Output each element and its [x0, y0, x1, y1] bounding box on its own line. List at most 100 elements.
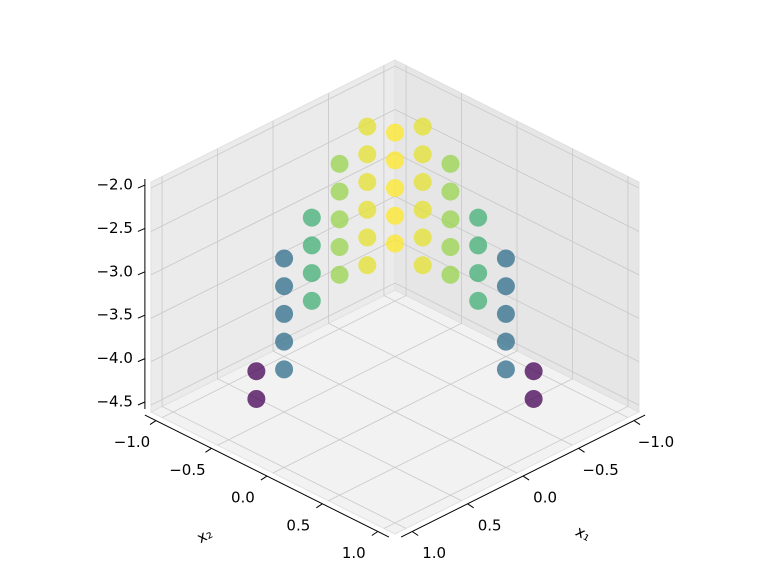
point [358, 145, 377, 164]
point [302, 236, 321, 255]
point [330, 210, 349, 229]
axis-line [400, 414, 646, 538]
grid-line [150, 152, 396, 276]
grid-line [394, 282, 640, 406]
tick-mark [137, 314, 146, 319]
point [358, 117, 377, 136]
point [413, 256, 432, 275]
point [524, 389, 543, 408]
point [413, 173, 432, 192]
point [413, 145, 432, 164]
y-tick-label: −1.0 [114, 433, 150, 451]
point [469, 264, 488, 283]
point [386, 206, 404, 225]
grid-line [150, 65, 396, 189]
point [441, 182, 460, 201]
y-tick-label: 0.0 [231, 489, 255, 507]
tick-mark [137, 227, 146, 232]
grid-line [150, 109, 396, 232]
z-tick-label: −4.0 [96, 349, 132, 367]
point [275, 304, 294, 323]
tick-mark [137, 358, 146, 363]
tick-mark [137, 401, 146, 406]
grid-line [394, 109, 640, 232]
y-tick-label: 1.0 [342, 544, 366, 562]
grid-line [150, 282, 396, 406]
grid-line [394, 239, 640, 363]
point [496, 304, 515, 323]
x-tick-label: −1.0 [638, 433, 674, 451]
point [386, 151, 404, 170]
tick-mark [522, 475, 530, 481]
grid-line [217, 322, 462, 446]
x-tick-label: 0.0 [533, 489, 557, 507]
point [386, 179, 404, 198]
point [358, 256, 377, 275]
point [275, 332, 294, 351]
point [496, 332, 515, 351]
tick-mark [137, 184, 146, 189]
point [302, 264, 321, 283]
point [413, 117, 432, 136]
point [247, 362, 266, 381]
y-tick-label: 0.5 [286, 516, 310, 534]
x-axis-label: x₁ [573, 522, 595, 545]
point [469, 208, 488, 227]
grid-line [272, 350, 518, 474]
point [413, 228, 432, 247]
point [275, 360, 294, 379]
y-tick-label: −0.5 [169, 461, 205, 479]
point [247, 389, 266, 408]
z-tick-label: −3.0 [96, 262, 132, 280]
point [496, 360, 515, 379]
tick-mark [578, 447, 585, 453]
point [302, 291, 321, 310]
grid-line [394, 152, 640, 276]
point [413, 200, 432, 219]
point [330, 182, 349, 201]
x-tick-label: 0.5 [478, 516, 502, 534]
point [441, 210, 460, 229]
x-tick-label: −0.5 [582, 461, 618, 479]
point [302, 208, 321, 227]
point [358, 228, 377, 247]
tick-mark [205, 447, 212, 453]
tick-mark [411, 531, 419, 536]
tick-mark [316, 503, 323, 509]
point [524, 362, 543, 381]
grid-line [161, 295, 407, 418]
tick-mark [371, 531, 379, 536]
tick-mark [260, 475, 268, 481]
z-tick-label: −4.5 [96, 393, 132, 411]
point [469, 291, 488, 310]
point [358, 173, 377, 192]
point [496, 277, 515, 296]
point [469, 236, 488, 255]
point [330, 265, 349, 284]
tick-mark [467, 503, 474, 509]
axis-line [144, 414, 390, 538]
point [386, 234, 404, 253]
point [358, 200, 377, 219]
tick-mark [633, 420, 641, 426]
point [441, 154, 460, 173]
point [330, 154, 349, 173]
grid-line [394, 195, 640, 319]
grid-line [394, 65, 640, 189]
tick-mark [149, 420, 157, 426]
grid-line [150, 195, 396, 319]
point [441, 265, 460, 284]
point [275, 277, 294, 296]
point [496, 249, 515, 268]
point [330, 238, 349, 257]
point [441, 238, 460, 257]
x-tick-label: 1.0 [422, 544, 446, 562]
z-tick-label: −2.5 [96, 219, 132, 237]
tick-mark [137, 271, 146, 276]
grid-line [383, 406, 629, 529]
point [275, 249, 294, 268]
z-tick-label: −3.5 [96, 306, 132, 324]
y-axis-label: x₂ [194, 524, 216, 547]
grid-line [150, 239, 396, 363]
